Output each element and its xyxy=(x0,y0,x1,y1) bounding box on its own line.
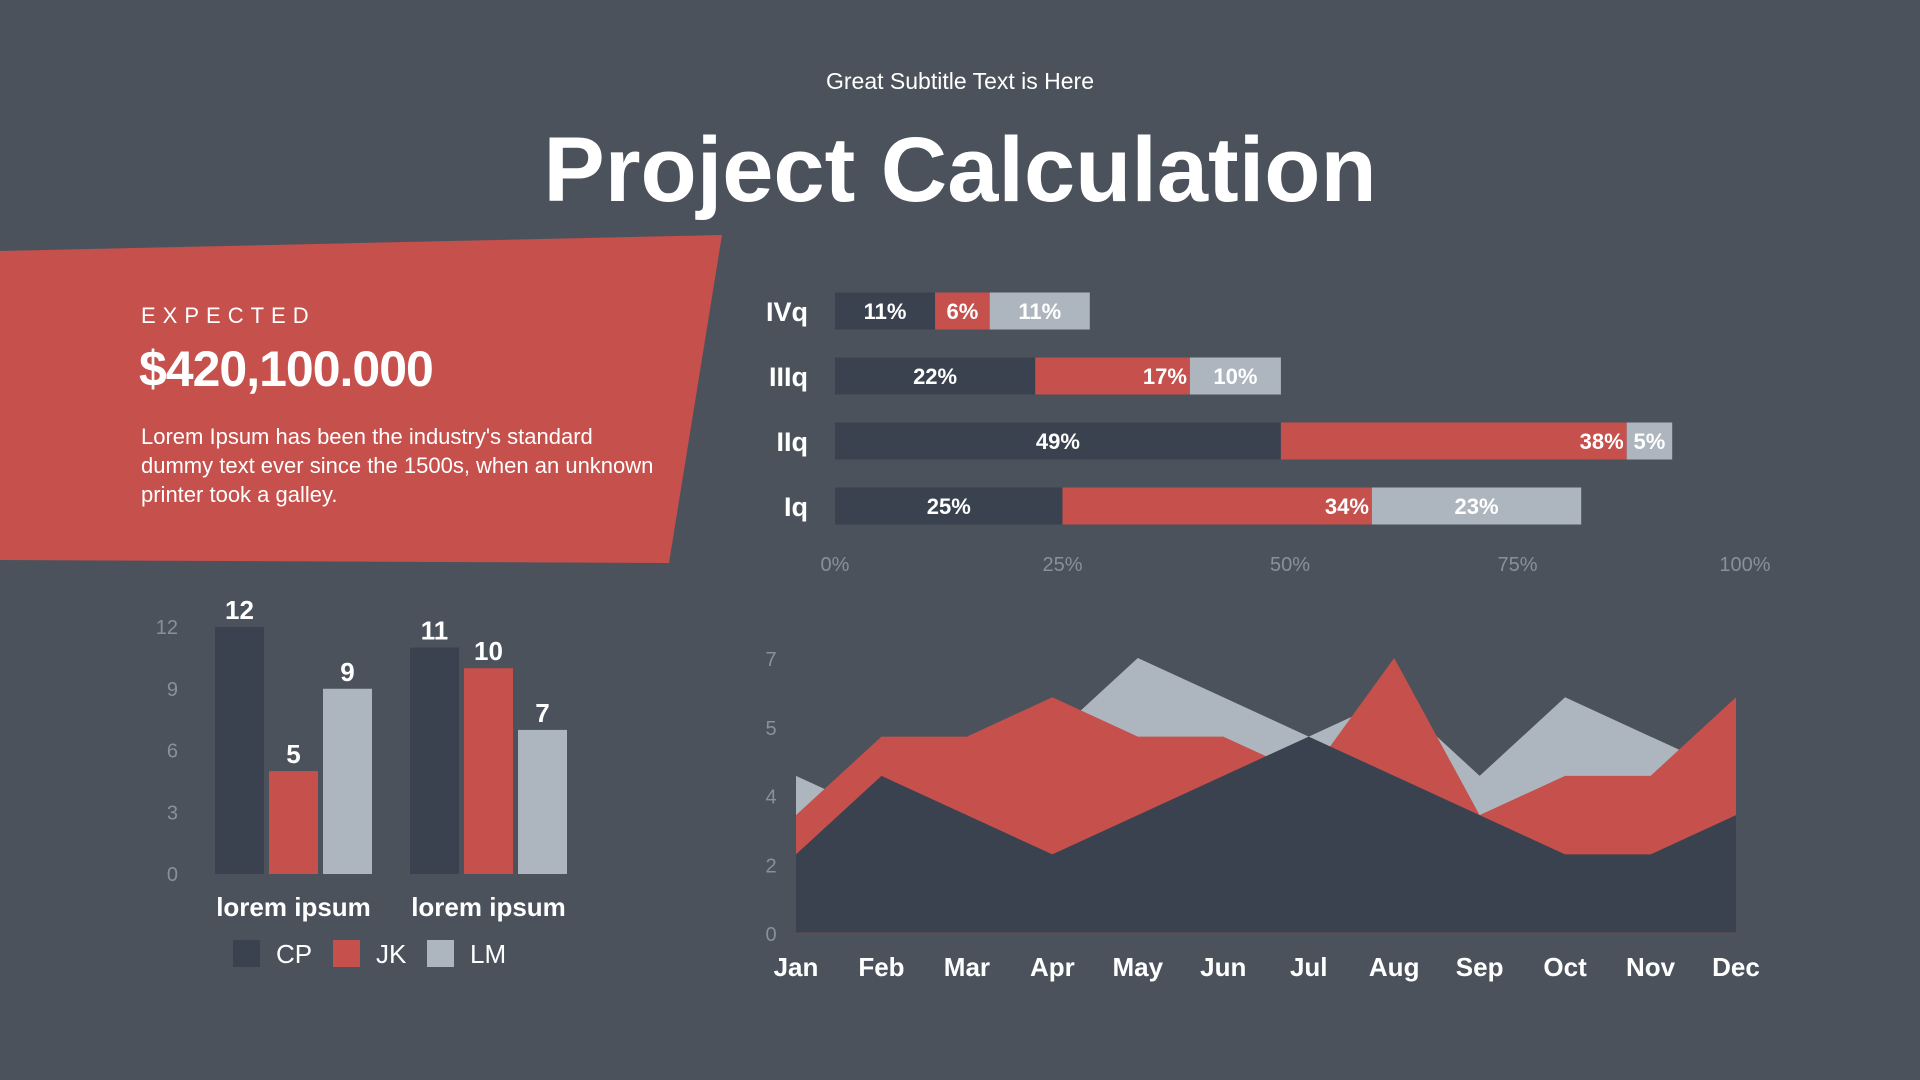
y-tick-label: 3 xyxy=(167,802,178,824)
data-label: 10 xyxy=(474,636,503,666)
y-tick-label: 7 xyxy=(765,649,776,671)
data-label: 49% xyxy=(1036,429,1080,454)
y-tick-label: 6 xyxy=(167,741,178,763)
bar-segment xyxy=(1626,422,1673,460)
bar-segment xyxy=(935,292,990,330)
x-tick-label: Apr xyxy=(1030,952,1075,982)
data-label: 7 xyxy=(535,698,549,728)
area-series xyxy=(796,736,1736,933)
x-tick-label: Sep xyxy=(1456,952,1504,982)
bar-segment xyxy=(1035,357,1190,395)
bar xyxy=(410,647,459,874)
bar-segment xyxy=(835,357,1036,395)
x-tick-label: Jun xyxy=(1200,952,1246,982)
x-tick-label: Jul xyxy=(1290,952,1328,982)
data-label: 17% xyxy=(1143,364,1187,389)
page-title: Project Calculation xyxy=(543,119,1377,221)
bar xyxy=(269,771,318,874)
bar xyxy=(518,729,567,874)
data-label: 11% xyxy=(864,299,907,324)
data-label: 22% xyxy=(913,364,957,389)
data-label: 5% xyxy=(1634,429,1666,454)
x-tick-label: 100% xyxy=(1719,554,1770,576)
bar-segment xyxy=(1371,487,1582,525)
category-label: lorem ipsum xyxy=(411,892,566,922)
x-tick-label: Jan xyxy=(774,952,819,982)
data-label: 25% xyxy=(927,494,971,519)
category-label: IIIq xyxy=(769,362,808,392)
panel-description: Lorem Ipsum has been the industry's stan… xyxy=(141,424,654,507)
x-tick-label: Nov xyxy=(1626,952,1676,982)
bar xyxy=(464,668,513,874)
expected-label: EXPECTED xyxy=(141,303,316,328)
x-tick-label: 50% xyxy=(1270,554,1310,576)
legend-swatch xyxy=(233,940,260,967)
y-tick-label: 4 xyxy=(765,787,776,809)
x-tick-label: Mar xyxy=(944,952,990,982)
data-label: 5 xyxy=(286,739,300,769)
bar-segment xyxy=(989,292,1090,330)
category-label: IVq xyxy=(766,297,808,327)
data-label: 10% xyxy=(1213,364,1257,389)
y-tick-label: 12 xyxy=(156,617,178,639)
x-tick-label: May xyxy=(1113,952,1164,982)
category-label: Iq xyxy=(784,492,808,522)
subtitle: Great Subtitle Text is Here xyxy=(825,68,1095,94)
x-tick-label: Dec xyxy=(1712,952,1760,982)
data-label: 12 xyxy=(225,595,254,625)
x-tick-label: 0% xyxy=(821,554,850,576)
legend-swatch xyxy=(427,940,454,967)
data-label: 38% xyxy=(1580,429,1624,454)
legend-label: CP xyxy=(276,939,312,969)
legend-swatch xyxy=(333,940,360,967)
bar-segment xyxy=(835,292,936,330)
expected-amount: $420,100.000 xyxy=(139,341,434,397)
bar-segment xyxy=(835,422,1281,460)
data-label: 11 xyxy=(421,616,449,646)
bar-segment xyxy=(1062,487,1372,525)
bar xyxy=(215,627,264,874)
category-label: lorem ipsum xyxy=(216,892,371,922)
x-tick-label: Feb xyxy=(858,952,904,982)
legend-label: LM xyxy=(470,939,506,969)
bar xyxy=(323,688,372,874)
y-tick-label: 0 xyxy=(167,864,178,886)
data-label: 6% xyxy=(947,299,979,324)
x-tick-label: 25% xyxy=(1042,554,1082,576)
bar-segment xyxy=(1280,422,1627,460)
category-label: IIq xyxy=(777,427,809,457)
bar-segment xyxy=(835,487,1063,525)
y-tick-label: 2 xyxy=(765,855,776,877)
y-tick-label: 5 xyxy=(765,718,776,740)
x-tick-label: 75% xyxy=(1497,554,1537,576)
data-label: 34% xyxy=(1325,494,1369,519)
data-label: 9 xyxy=(340,657,354,687)
y-tick-label: 0 xyxy=(765,924,776,946)
x-tick-label: Oct xyxy=(1543,952,1587,982)
data-label: 11% xyxy=(1018,299,1061,324)
y-tick-label: 9 xyxy=(167,679,178,701)
bar-segment xyxy=(1189,357,1281,395)
data-label: 23% xyxy=(1455,494,1499,519)
x-tick-label: Aug xyxy=(1369,952,1420,982)
legend-label: JK xyxy=(376,939,407,969)
